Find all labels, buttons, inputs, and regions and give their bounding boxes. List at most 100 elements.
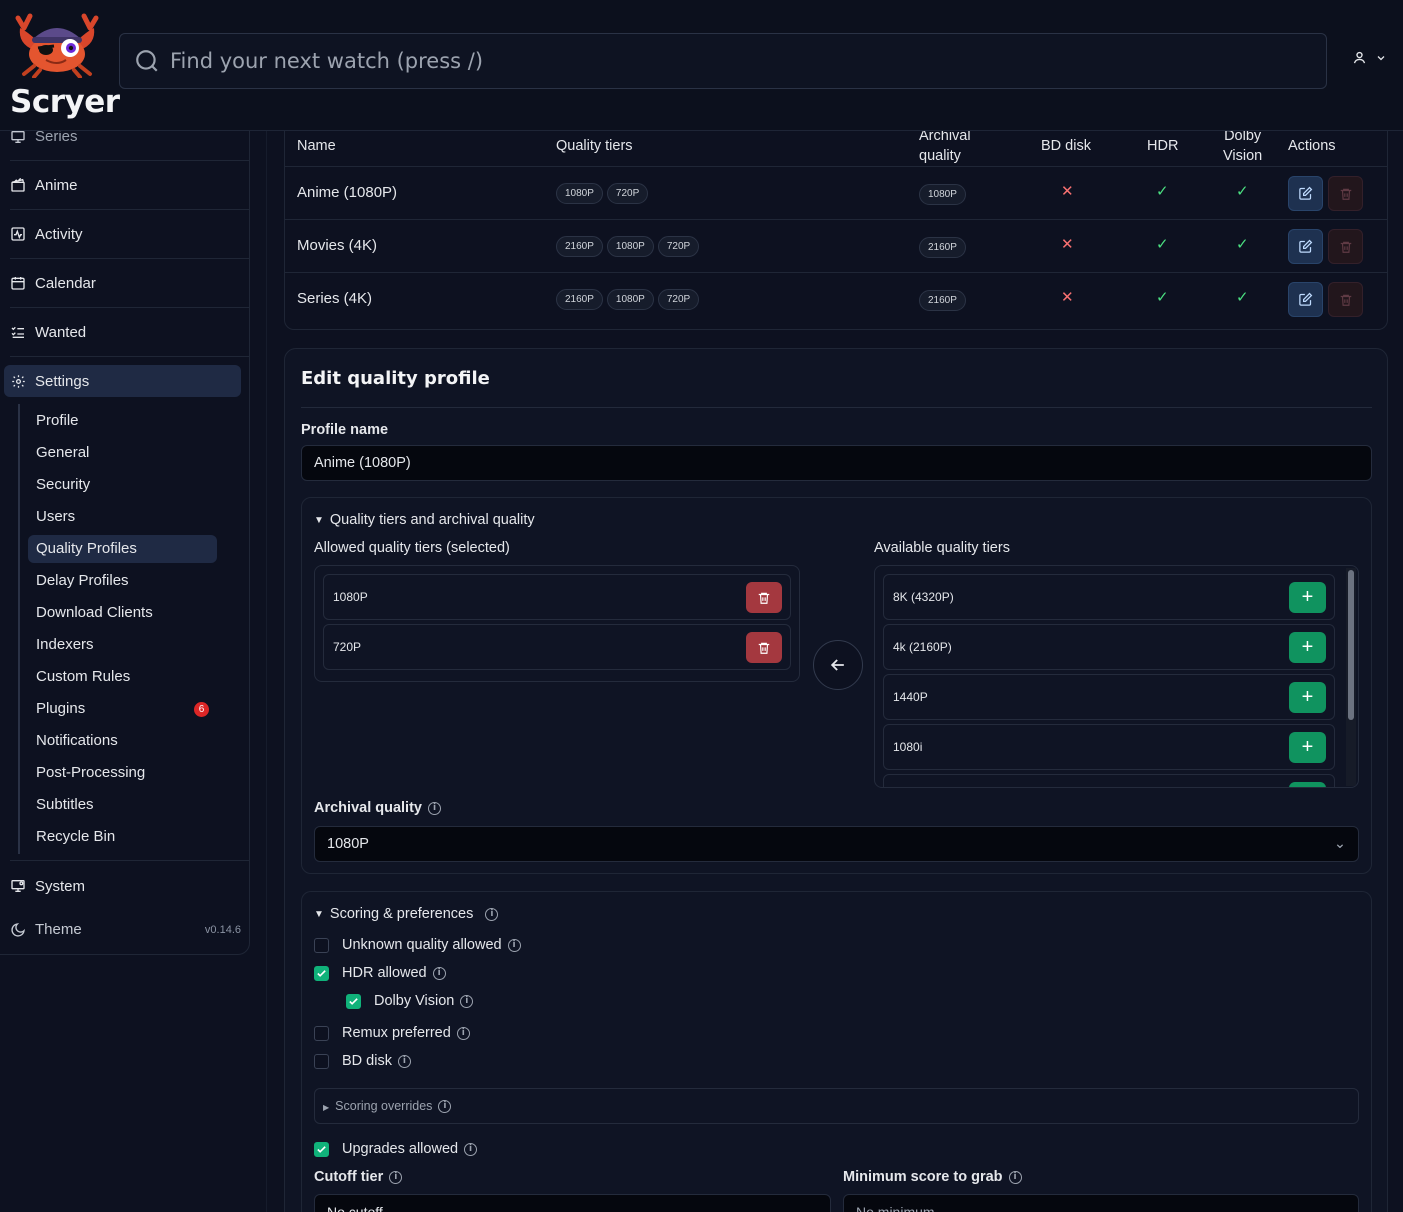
sidebar-item-activity[interactable]: Activity	[10, 210, 249, 259]
cutoff-tier-select[interactable]: No cutoff	[314, 1194, 831, 1212]
dolby-vision-checkbox-row[interactable]: Dolby Vision i	[346, 993, 474, 1009]
tiers-cell: 1080P 720P	[556, 183, 652, 204]
tier-pill: 1080P	[556, 183, 603, 204]
add-tier-button[interactable]: +	[1289, 582, 1326, 613]
settings-item-recycle-bin[interactable]: Recycle Bin	[36, 828, 116, 845]
add-tier-button[interactable]: +	[1289, 632, 1326, 663]
main-content: Name Quality tiers Archival quality BD d…	[266, 126, 1403, 1212]
remove-tier-button[interactable]	[746, 632, 782, 663]
checkbox-label: HDR allowed	[342, 965, 427, 981]
tiers-scrollbar[interactable]	[1346, 568, 1356, 786]
unknown-quality-checkbox-row[interactable]: Unknown quality allowed i	[314, 937, 521, 953]
delete-profile-button[interactable]	[1328, 282, 1363, 317]
col-header-dv-line1: Dolby	[1224, 128, 1262, 144]
archival-cell: 2160P	[919, 290, 970, 311]
settings-item-notifications[interactable]: Notifications	[36, 732, 118, 749]
info-icon[interactable]: i	[432, 966, 446, 980]
check-icon: ✓	[1156, 289, 1169, 306]
info-icon[interactable]: i	[427, 801, 441, 815]
checkbox-label: Dolby Vision	[374, 993, 455, 1009]
sidebar-item-anime[interactable]: Anime	[10, 161, 249, 210]
theme-toggle[interactable]: Theme v0.14.6	[10, 921, 241, 938]
settings-item-profile[interactable]: Profile	[36, 412, 79, 429]
scoring-overrides-toggle[interactable]: ▶ Scoring overrides i	[314, 1088, 1359, 1124]
info-icon[interactable]: i	[389, 1170, 403, 1184]
info-icon[interactable]: i	[507, 938, 521, 952]
bd-disk-checkbox[interactable]	[314, 1053, 329, 1069]
settings-item-general[interactable]: General	[36, 444, 90, 461]
trash-icon	[758, 642, 770, 654]
move-tier-left-button[interactable]	[813, 640, 863, 690]
check-icon: ✓	[1156, 236, 1169, 253]
info-icon[interactable]: i	[485, 907, 499, 921]
x-icon: ✕	[1061, 289, 1074, 306]
search-input[interactable]	[170, 49, 1270, 73]
trash-icon	[1340, 241, 1351, 253]
settings-item-security[interactable]: Security	[36, 476, 91, 493]
allowed-tiers-list: 1080P 720P	[314, 565, 800, 682]
scrollbar-thumb[interactable]	[1348, 570, 1354, 720]
info-icon[interactable]: i	[464, 1142, 478, 1156]
delete-profile-button[interactable]	[1328, 229, 1363, 264]
delete-profile-button[interactable]	[1328, 176, 1363, 211]
allowed-tiers-label: Allowed quality tiers (selected)	[314, 540, 510, 556]
upgrades-allowed-checkbox[interactable]	[314, 1141, 329, 1157]
settings-item-custom-rules[interactable]: Custom Rules	[36, 668, 131, 685]
calendar-icon	[11, 277, 25, 290]
edit-profile-button[interactable]	[1288, 176, 1323, 211]
remove-tier-button[interactable]	[746, 582, 782, 613]
trash-icon	[1340, 294, 1351, 306]
available-tiers-list[interactable]: 8K (4320P) + 4k (2160P) + 1440P + 1080i …	[874, 565, 1359, 788]
min-score-input[interactable]: No minimum	[843, 1194, 1359, 1212]
profile-name-label: Profile name	[301, 422, 389, 438]
bd-disk-checkbox-row[interactable]: BD disk i	[314, 1053, 411, 1069]
upgrades-allowed-checkbox-row[interactable]: Upgrades allowed i	[314, 1141, 478, 1157]
cutoff-tier-value: No cutoff	[327, 1204, 383, 1212]
add-tier-button[interactable]: +	[1289, 732, 1326, 763]
edit-profile-button[interactable]	[1288, 229, 1323, 264]
edit-quality-profile-panel: Edit quality profile Profile name ▼ Qual…	[284, 348, 1388, 1212]
sidebar-item-wanted[interactable]: Wanted	[10, 308, 249, 357]
settings-item-post-processing[interactable]: Post-Processing	[36, 764, 146, 781]
search-bar[interactable]	[119, 33, 1327, 89]
settings-item-users[interactable]: Users	[36, 508, 76, 525]
hdr-allowed-checkbox[interactable]	[314, 965, 329, 981]
crab-logo-icon[interactable]	[14, 10, 100, 79]
edit-profile-button[interactable]	[1288, 282, 1323, 317]
add-tier-button[interactable]: +	[1289, 682, 1326, 713]
add-tier-button[interactable]	[1289, 782, 1326, 787]
col-header-dv-line2: Vision	[1223, 148, 1263, 164]
sidebar-item-calendar[interactable]: Calendar	[10, 259, 249, 308]
min-score-label-text: Minimum score to grab	[843, 1169, 1003, 1185]
sidebar-item-series[interactable]: Series	[10, 113, 249, 161]
info-icon[interactable]: i	[460, 994, 474, 1008]
settings-item-download-clients[interactable]: Download Clients	[36, 604, 153, 621]
sidebar-item-system[interactable]: System	[10, 862, 249, 910]
info-icon[interactable]: i	[456, 1026, 470, 1040]
archival-cell: 2160P	[919, 237, 970, 258]
list-item: 8K (4320P) +	[883, 574, 1335, 620]
unknown-quality-checkbox[interactable]	[314, 937, 329, 953]
dolby-vision-checkbox[interactable]	[346, 993, 361, 1009]
sidebar-item-settings[interactable]: Settings	[4, 365, 241, 397]
user-menu-button[interactable]	[1352, 50, 1387, 65]
hdr-allowed-checkbox-row[interactable]: HDR allowed i	[314, 965, 446, 981]
gear-icon	[12, 374, 25, 388]
info-icon[interactable]: i	[397, 1054, 411, 1068]
info-icon[interactable]: i	[438, 1100, 452, 1114]
quality-tiers-toggle[interactable]: ▼ Quality tiers and archival quality	[314, 512, 535, 528]
remux-preferred-checkbox[interactable]	[314, 1025, 329, 1041]
settings-item-delay-profiles[interactable]: Delay Profiles	[36, 572, 129, 589]
remux-preferred-checkbox-row[interactable]: Remux preferred i	[314, 1025, 470, 1041]
tier-pill: 720P	[657, 289, 700, 310]
archival-pill: 2160P	[919, 290, 966, 311]
info-icon[interactable]: i	[1008, 1170, 1022, 1184]
settings-item-plugins[interactable]: Plugins 6	[28, 695, 217, 723]
scoring-toggle[interactable]: ▼ Scoring & preferences i	[314, 906, 499, 922]
check-icon	[317, 969, 326, 977]
settings-item-subtitles[interactable]: Subtitles	[36, 796, 94, 813]
archival-quality-select[interactable]: 1080P ⌄	[314, 826, 1359, 862]
settings-item-quality-profiles[interactable]: Quality Profiles	[28, 535, 217, 563]
settings-item-indexers[interactable]: Indexers	[36, 636, 94, 653]
profile-name-input[interactable]	[301, 445, 1372, 481]
